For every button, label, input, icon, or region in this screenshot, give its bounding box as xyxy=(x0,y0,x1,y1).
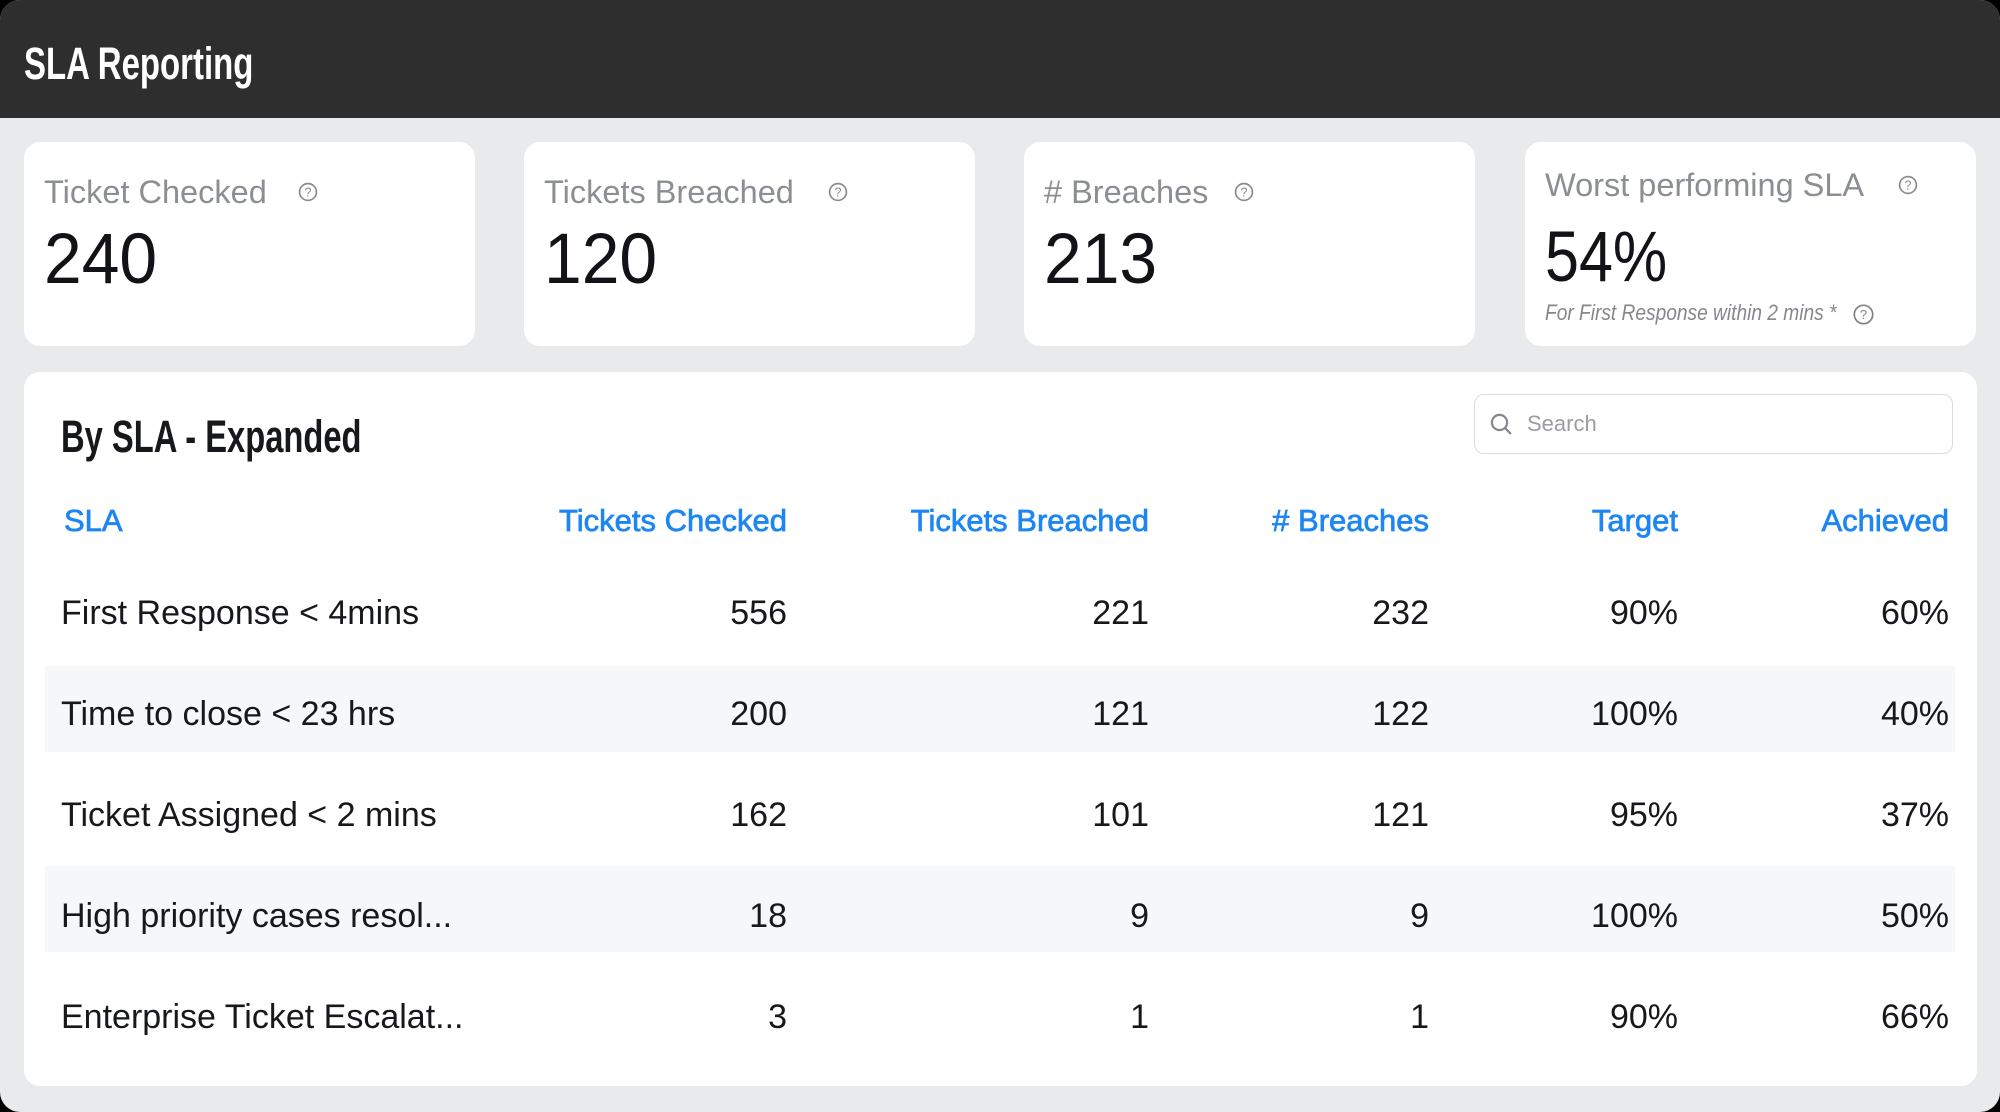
svg-text:?: ? xyxy=(1241,185,1248,199)
svg-text:?: ? xyxy=(1905,178,1912,192)
svg-text:?: ? xyxy=(834,185,841,199)
svg-text:?: ? xyxy=(305,185,312,199)
svg-text:?: ? xyxy=(1860,307,1867,322)
